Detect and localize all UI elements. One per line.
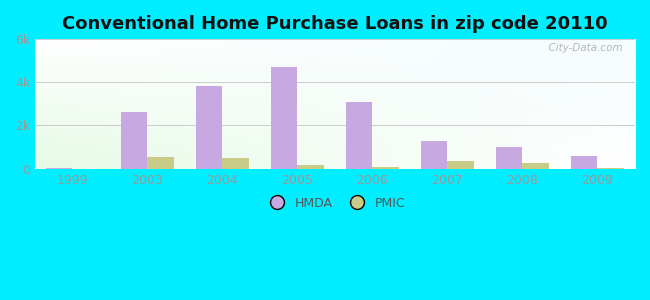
Bar: [496, 147, 523, 169]
Title: Conventional Home Purchase Loans in zip code 20110: Conventional Home Purchase Loans in zip …: [62, 15, 608, 33]
Bar: [271, 67, 298, 169]
Bar: [148, 157, 174, 169]
Legend: HMDA, PMIC: HMDA, PMIC: [259, 192, 411, 215]
Bar: [571, 156, 597, 169]
Bar: [447, 160, 474, 169]
Bar: [523, 163, 549, 169]
Bar: [372, 167, 398, 169]
Bar: [597, 168, 624, 169]
Bar: [196, 86, 222, 169]
Bar: [298, 164, 324, 169]
Bar: [346, 102, 372, 169]
Bar: [46, 168, 73, 169]
Text: City-Data.com: City-Data.com: [542, 43, 623, 52]
Bar: [421, 141, 447, 169]
Bar: [222, 158, 249, 169]
Bar: [122, 112, 148, 169]
